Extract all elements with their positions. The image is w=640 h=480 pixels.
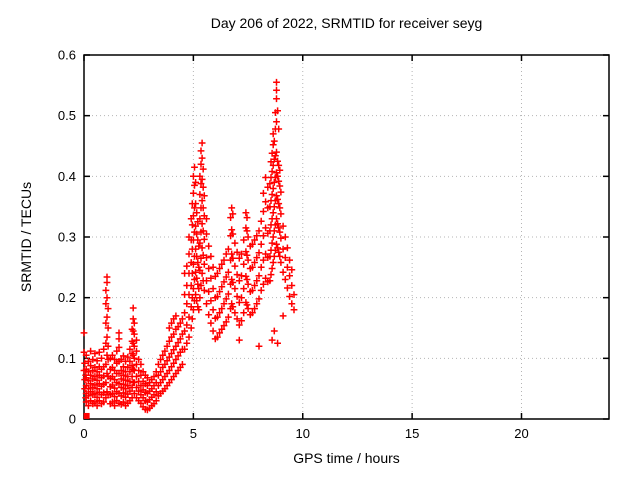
x-tick-label: 15	[405, 426, 419, 441]
chart-title: Day 206 of 2022, SRMTID for receiver sey…	[210, 15, 483, 31]
y-tick-label: 0.3	[58, 230, 76, 245]
scatter-points	[80, 78, 298, 414]
x-tick-label: 0	[80, 426, 87, 441]
y-tick-label: 0.4	[58, 169, 76, 184]
y-tick-label: 0.6	[58, 48, 76, 63]
y-tick-label: 0.5	[58, 108, 76, 123]
y-axis-label: SRMTID / TECUs	[18, 181, 34, 293]
x-tick-label: 10	[296, 426, 310, 441]
x-tick-label: 20	[514, 426, 528, 441]
y-tick-label: 0.2	[58, 290, 76, 305]
origin-square-marker	[83, 412, 90, 419]
y-tick-label: 0	[69, 412, 76, 427]
x-tick-label: 5	[190, 426, 197, 441]
x-axis-label: GPS time / hours	[293, 450, 400, 466]
y-tick-label: 0.1	[58, 351, 76, 366]
